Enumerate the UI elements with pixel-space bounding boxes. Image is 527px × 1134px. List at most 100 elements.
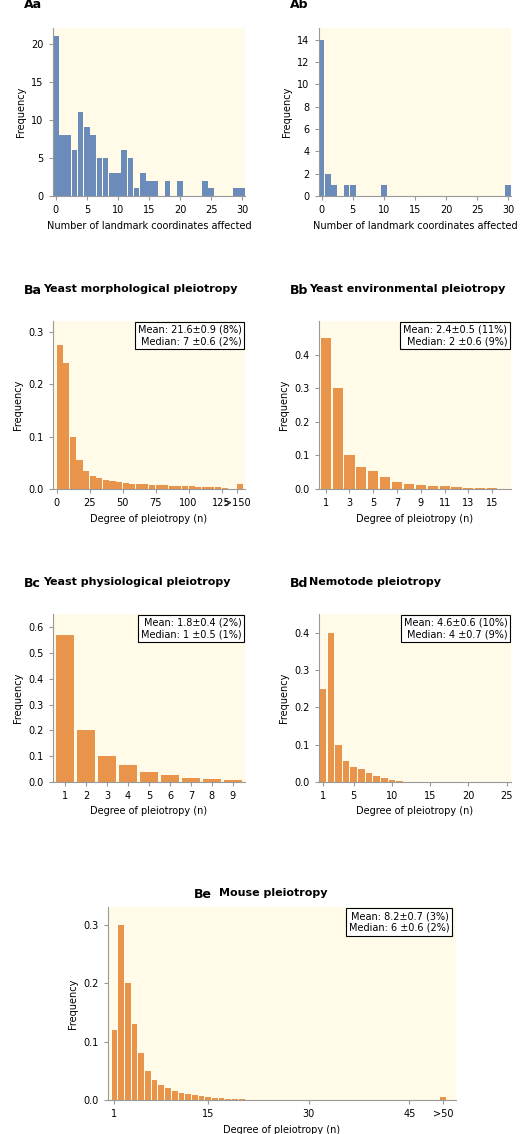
Bar: [59, 135, 65, 196]
Bar: [115, 174, 121, 196]
Bar: [182, 486, 188, 489]
Bar: [90, 135, 96, 196]
Bar: [381, 778, 387, 782]
Text: Mean: 21.6±0.9 (8%)
Median: 7 ±0.6 (2%): Mean: 21.6±0.9 (8%) Median: 7 ±0.6 (2%): [138, 324, 241, 346]
Text: Mean: 1.8±0.4 (2%)
Median: 1 ±0.5 (1%): Mean: 1.8±0.4 (2%) Median: 1 ±0.5 (1%): [141, 618, 241, 640]
Bar: [233, 188, 239, 196]
Bar: [208, 188, 214, 196]
Bar: [63, 363, 70, 489]
Bar: [145, 1070, 151, 1100]
Text: Ba: Ba: [24, 285, 42, 297]
Text: Bc: Bc: [24, 577, 41, 591]
Bar: [333, 388, 343, 489]
Bar: [195, 486, 201, 489]
Bar: [350, 767, 357, 782]
Bar: [380, 477, 390, 489]
Bar: [128, 158, 133, 196]
Bar: [320, 688, 326, 782]
Bar: [239, 188, 245, 196]
Bar: [345, 456, 355, 489]
Bar: [140, 771, 158, 782]
Bar: [96, 158, 102, 196]
Bar: [57, 345, 63, 489]
Bar: [335, 745, 341, 782]
Text: Mean: 8.2±0.7 (3%)
Median: 6 ±0.6 (2%): Mean: 8.2±0.7 (3%) Median: 6 ±0.6 (2%): [348, 911, 449, 932]
Bar: [208, 488, 214, 489]
Bar: [161, 776, 179, 782]
Bar: [192, 1095, 198, 1100]
Bar: [136, 484, 142, 489]
Bar: [381, 185, 387, 196]
Bar: [77, 730, 95, 782]
Y-axis label: Frequency: Frequency: [279, 672, 289, 723]
Bar: [118, 924, 124, 1100]
X-axis label: Degree of pleiotropy (n): Degree of pleiotropy (n): [223, 1125, 340, 1134]
Bar: [219, 1098, 225, 1100]
Y-axis label: Frequency: Frequency: [281, 87, 291, 137]
Bar: [155, 485, 162, 489]
Bar: [112, 1030, 118, 1100]
X-axis label: Number of landmark coordinates affected: Number of landmark coordinates affected: [47, 221, 251, 230]
Bar: [116, 482, 122, 489]
Bar: [78, 112, 83, 196]
Bar: [72, 151, 77, 196]
Text: Yeast physiological pleiotropy: Yeast physiological pleiotropy: [43, 577, 231, 587]
Bar: [110, 481, 115, 489]
Bar: [177, 180, 183, 196]
Bar: [84, 127, 90, 196]
Bar: [366, 772, 372, 782]
Bar: [416, 485, 426, 489]
Text: Nemotode pleiotropy: Nemotode pleiotropy: [309, 577, 441, 587]
Bar: [350, 185, 356, 196]
Bar: [202, 486, 208, 489]
Bar: [215, 488, 221, 489]
Bar: [134, 188, 139, 196]
Bar: [65, 135, 71, 196]
Bar: [123, 483, 129, 489]
Bar: [358, 769, 365, 782]
Bar: [368, 471, 378, 489]
Text: Yeast morphological pleiotropy: Yeast morphological pleiotropy: [43, 285, 238, 295]
Bar: [319, 40, 325, 196]
Bar: [202, 180, 208, 196]
Bar: [404, 484, 414, 489]
Bar: [152, 1080, 158, 1100]
Bar: [212, 1098, 218, 1100]
Bar: [142, 484, 149, 489]
Text: Ab: Ab: [290, 0, 308, 11]
Bar: [98, 756, 116, 782]
Text: Bb: Bb: [290, 285, 308, 297]
X-axis label: Number of landmark coordinates affected: Number of landmark coordinates affected: [313, 221, 517, 230]
Bar: [440, 1097, 446, 1100]
Y-axis label: Frequency: Frequency: [16, 87, 26, 137]
Bar: [56, 635, 74, 782]
Bar: [169, 485, 175, 489]
Bar: [172, 1091, 178, 1100]
Text: Be: Be: [194, 888, 212, 900]
Y-axis label: Frequency: Frequency: [68, 979, 78, 1029]
X-axis label: Degree of pleiotropy (n): Degree of pleiotropy (n): [356, 514, 473, 524]
Bar: [132, 1024, 138, 1100]
Bar: [452, 486, 462, 489]
Bar: [179, 1093, 184, 1100]
Bar: [392, 482, 402, 489]
Text: Mouse pleiotropy: Mouse pleiotropy: [219, 888, 328, 898]
X-axis label: Degree of pleiotropy (n): Degree of pleiotropy (n): [356, 806, 473, 816]
Bar: [146, 180, 152, 196]
Bar: [53, 36, 58, 196]
Bar: [356, 467, 366, 489]
Bar: [152, 180, 158, 196]
Bar: [203, 779, 221, 782]
Bar: [344, 185, 349, 196]
Bar: [76, 460, 83, 489]
Bar: [389, 780, 395, 782]
Bar: [139, 1053, 144, 1100]
Bar: [325, 174, 330, 196]
Y-axis label: Frequency: Frequency: [13, 380, 23, 430]
Bar: [90, 476, 96, 489]
Bar: [226, 1099, 231, 1100]
Bar: [320, 338, 331, 489]
Bar: [224, 780, 242, 782]
Bar: [182, 778, 200, 782]
Bar: [96, 479, 102, 489]
